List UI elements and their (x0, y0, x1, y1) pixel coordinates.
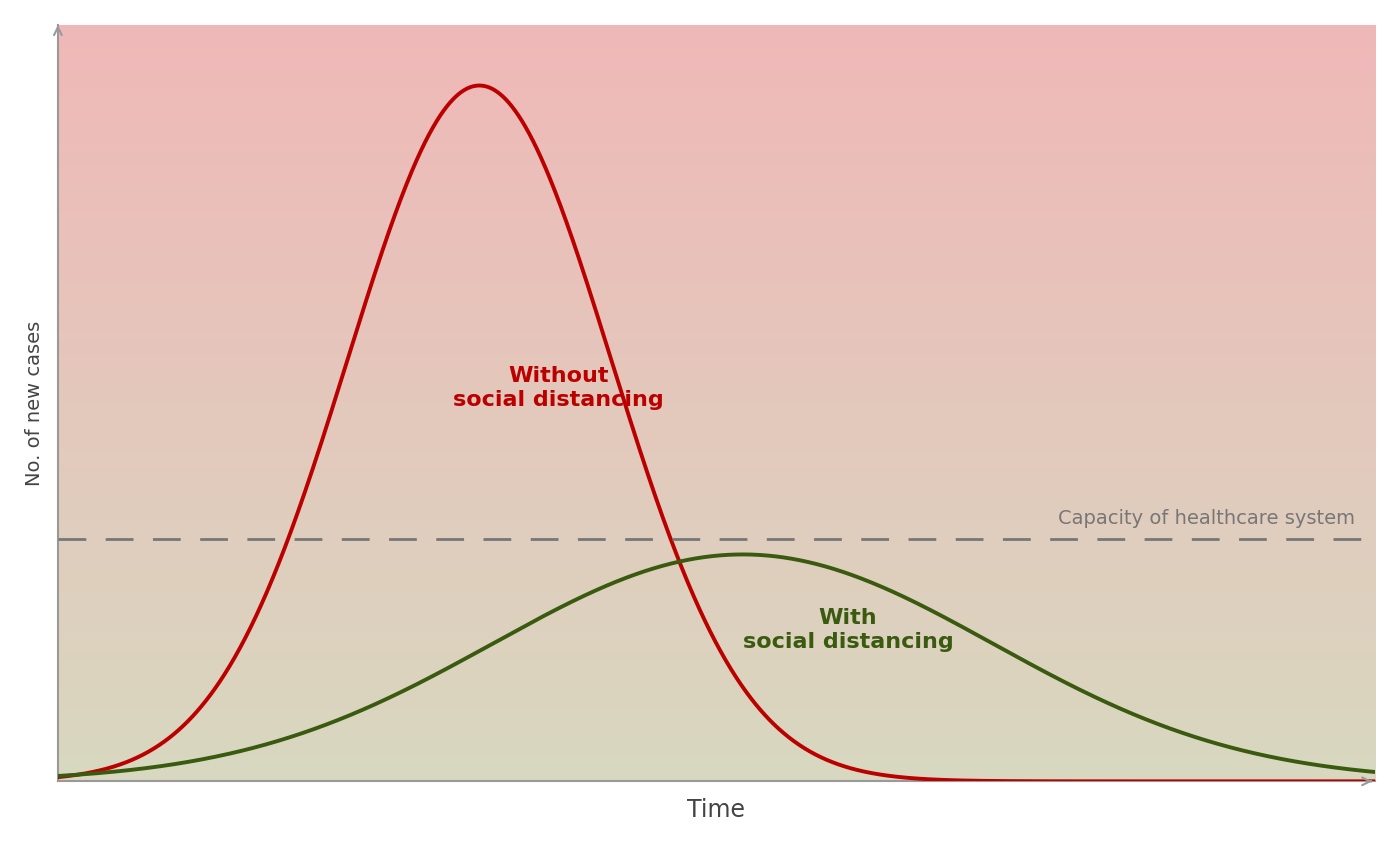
Text: Without
social distancing: Without social distancing (454, 367, 664, 410)
X-axis label: Time: Time (687, 798, 745, 822)
Text: With
social distancing: With social distancing (743, 608, 953, 651)
Y-axis label: No. of new cases: No. of new cases (25, 320, 43, 486)
Text: Capacity of healthcare system: Capacity of healthcare system (1058, 509, 1355, 528)
